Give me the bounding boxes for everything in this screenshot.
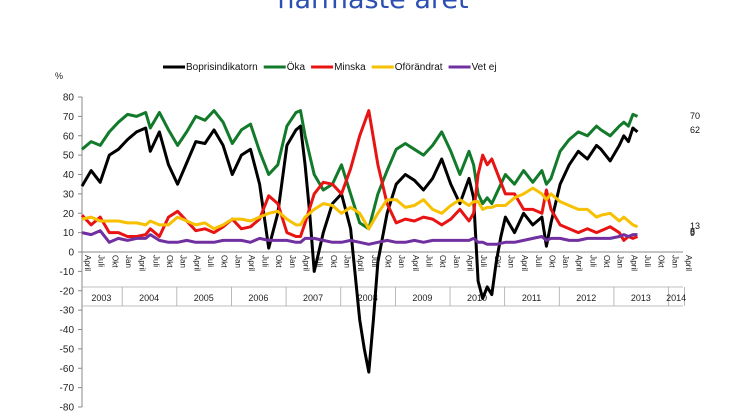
x-tick-label-month: Juli	[424, 255, 433, 267]
y-tick-label: 50	[63, 151, 75, 162]
x-tick-label-month: Okt	[602, 255, 611, 268]
legend-label-vet-ej: Vet ej	[472, 62, 497, 73]
x-tick-label-month: Juli	[206, 255, 215, 267]
x-tick-label-year: 2003	[91, 293, 111, 303]
x-tick-label-month: April	[465, 255, 474, 271]
y-tick-label: -60	[60, 364, 75, 375]
x-tick-label-month: Okt	[384, 255, 393, 268]
x-tick-label-year: 2013	[631, 293, 651, 303]
x-tick-label-month: April	[575, 255, 584, 271]
y-tick-label: 30	[63, 189, 75, 200]
x-tick-label-year: 2010	[467, 293, 487, 303]
y-tick-label: 10	[63, 228, 75, 239]
chart-title: närmaste året	[0, 0, 746, 15]
y-tick-label: 70	[63, 112, 75, 123]
y-tick-label: -50	[60, 344, 75, 355]
x-tick-label-year: 2009	[412, 293, 432, 303]
y-tick-label: 20	[63, 209, 75, 220]
x-tick-label-month: Juli	[534, 255, 543, 267]
end-value-label-oforandrat: 13	[690, 221, 700, 231]
end-value-label-oka: 70	[690, 111, 700, 121]
x-tick-label-month: Okt	[165, 255, 174, 268]
x-tick-label-month: Jan	[288, 255, 297, 268]
x-tick-label-month: Okt	[110, 255, 119, 268]
legend-label-boprisindikatorn: Boprisindikatorn	[186, 62, 258, 73]
x-tick-label-month: Okt	[657, 255, 666, 268]
x-tick-label-month: Jan	[397, 255, 406, 268]
x-tick-label-month: Jan	[506, 255, 515, 268]
x-tick-label-year: 2005	[194, 293, 214, 303]
x-tick-label-month: April	[520, 255, 529, 271]
y-tick-label: 0	[68, 248, 74, 259]
legend-label-oforandrat: Oförändrat	[395, 62, 443, 73]
x-tick-label-month: Juli	[588, 255, 597, 267]
x-tick-label-month: Juli	[370, 255, 379, 267]
x-tick-label-month: Juli	[261, 255, 270, 267]
x-tick-label-year: 2012	[576, 293, 596, 303]
x-tick-label-year: 2011	[522, 293, 541, 303]
y-tick-label: -20	[60, 286, 75, 297]
x-tick-label-year: 2006	[248, 293, 268, 303]
x-tick-label-month: Jan	[561, 255, 570, 268]
x-tick-label-month: Jan	[233, 255, 242, 268]
x-tick-label-month: Jan	[179, 255, 188, 268]
y-tick-label: 80	[63, 93, 75, 104]
x-tick-label-month: Jan	[343, 255, 352, 268]
x-tick-label-year: 2007	[303, 293, 323, 303]
series-line-minska	[80, 109, 639, 242]
y-axis-unit-label: %	[55, 71, 63, 81]
series-line-oforandrat	[81, 186, 639, 231]
end-value-label-minska: 8	[690, 227, 695, 237]
x-tick-label-month: Juli	[97, 255, 106, 267]
x-tick-label-month: April	[356, 255, 365, 271]
x-tick-label-month: Juli	[643, 255, 652, 267]
y-tick-label: 60	[63, 131, 75, 142]
x-tick-label-month: Jan	[616, 255, 625, 268]
x-tick-label-month: Jan	[670, 255, 679, 268]
legend-label-minska: Minska	[334, 62, 366, 73]
x-tick-label-month: Jan	[124, 255, 133, 268]
x-tick-label-year: 2008	[358, 293, 378, 303]
y-tick-label: -40	[60, 325, 75, 336]
x-tick-label-month: April	[411, 255, 420, 271]
x-tick-label-month: April	[192, 255, 201, 271]
x-tick-label-month: April	[83, 255, 92, 271]
y-tick-label: -80	[60, 403, 75, 414]
x-tick-label-month: Juli	[479, 255, 488, 267]
x-tick-label-month: April	[629, 255, 638, 271]
series-line-boprisindikatorn	[80, 124, 639, 374]
x-tick-label-year: 2004	[139, 293, 159, 303]
x-tick-label-month: Juli	[151, 255, 160, 267]
x-tick-label-month: Juli	[315, 255, 324, 267]
x-tick-label-month: Okt	[547, 255, 556, 268]
y-tick-label: -70	[60, 383, 75, 394]
end-value-label-vet-ej: 9	[690, 228, 695, 238]
y-tick-label: 40	[63, 170, 75, 181]
x-tick-label-month: Okt	[438, 255, 447, 268]
x-tick-label-month: Okt	[329, 255, 338, 268]
legend-label-oka: Öka	[287, 61, 306, 73]
x-tick-label-month: Okt	[220, 255, 229, 268]
x-tick-label-month: Jan	[452, 255, 461, 268]
x-tick-label-month: April	[302, 255, 311, 271]
y-tick-label: -30	[60, 306, 75, 317]
x-tick-label-year: 2014	[666, 293, 686, 303]
x-tick-label-month: Okt	[274, 255, 283, 268]
x-tick-label-month: April	[684, 255, 693, 271]
x-tick-label-month: April	[138, 255, 147, 271]
y-tick-label: -10	[60, 267, 75, 278]
x-tick-label-month: April	[247, 255, 256, 271]
series-line-vet-ej	[81, 229, 638, 246]
end-value-label-boprisindikatorn: 62	[690, 125, 700, 135]
